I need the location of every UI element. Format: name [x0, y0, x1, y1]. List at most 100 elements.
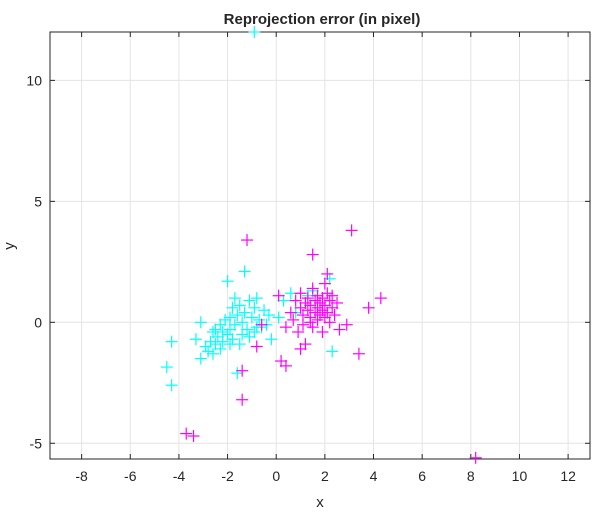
data-point-series-1 — [209, 338, 222, 351]
data-point-series-2 — [321, 267, 334, 280]
data-point-series-1 — [199, 340, 212, 353]
data-point-series-2 — [236, 393, 249, 406]
data-point-series-2 — [309, 306, 322, 319]
data-point-series-2 — [284, 306, 297, 319]
data-point-series-1 — [250, 292, 263, 305]
data-point-series-1 — [243, 294, 256, 307]
data-point-series-2 — [296, 309, 309, 322]
data-point-series-1 — [228, 292, 241, 305]
data-point-series-1 — [214, 318, 227, 331]
data-point-series-1 — [165, 379, 178, 392]
data-point-series-1 — [236, 316, 249, 329]
x-tick-label: 2 — [321, 468, 329, 484]
data-point-series-2 — [279, 359, 292, 372]
plot-frame — [49, 31, 591, 460]
data-point-series-1 — [209, 323, 222, 336]
data-point-series-2 — [314, 296, 326, 309]
data-point-series-2 — [294, 342, 307, 355]
data-point-series-1 — [224, 338, 236, 351]
data-point-series-2 — [272, 289, 285, 302]
data-point-series-2 — [321, 287, 334, 300]
data-point-series-2 — [314, 309, 326, 322]
data-point-series-2 — [318, 277, 331, 290]
data-point-series-1 — [224, 323, 236, 336]
data-point-series-1 — [238, 265, 251, 278]
data-point-series-2 — [340, 318, 353, 331]
data-point-series-1 — [165, 335, 178, 348]
data-point-series-2 — [294, 287, 307, 300]
y-axis-ticks: -5 0 5 10 — [26, 72, 590, 451]
y-tick-label: 10 — [26, 72, 42, 88]
data-point-series-1 — [272, 311, 285, 324]
data-point-series-2 — [304, 299, 317, 312]
data-point-series-1 — [231, 367, 244, 380]
data-point-series-2 — [299, 338, 312, 351]
data-point-series-2 — [301, 304, 314, 317]
data-point-series-2 — [304, 316, 317, 329]
data-point-series-2 — [374, 292, 387, 305]
data-point-series-2 — [311, 313, 324, 326]
data-point-series-1 — [189, 333, 202, 346]
data-point-series-1 — [248, 26, 261, 38]
data-point-series-1 — [236, 328, 249, 341]
data-point-series-1 — [231, 309, 244, 322]
data-point-series-2 — [241, 234, 254, 247]
data-point-series-1 — [245, 311, 258, 324]
data-point-series-2 — [250, 340, 263, 353]
data-point-series-2 — [316, 304, 329, 317]
data-point-series-1 — [221, 275, 234, 288]
data-point-series-1 — [211, 330, 224, 343]
data-point-series-2 — [301, 292, 314, 305]
data-point-series-1 — [204, 335, 217, 348]
data-point-series-1 — [194, 352, 207, 365]
x-tick-label: 10 — [512, 468, 528, 484]
data-point-series-2 — [469, 451, 482, 464]
data-point-series-2 — [287, 313, 300, 326]
x-tick-label: 8 — [467, 468, 475, 484]
data-point-series-2 — [309, 294, 322, 307]
data-point-series-2 — [328, 309, 341, 322]
data-point-series-2 — [306, 321, 319, 334]
data-point-series-1 — [216, 335, 229, 348]
data-point-series-1 — [326, 345, 339, 358]
chart-title: Reprojection error (in pixel) — [224, 11, 421, 28]
data-point-series-1 — [219, 313, 232, 326]
y-tick-label: 0 — [34, 314, 42, 330]
data-point-series-2 — [311, 301, 324, 314]
x-axis-ticks: -8 -6 -4 -2 0 2 4 6 8 10 12 — [75, 32, 576, 484]
data-point-series-2 — [311, 289, 324, 302]
data-point-series-1 — [248, 301, 261, 314]
data-point-series-1 — [277, 294, 290, 307]
data-point-series-2 — [331, 296, 344, 309]
data-points — [160, 26, 482, 464]
data-point-series-1 — [226, 333, 239, 346]
y-tick-label: 5 — [34, 193, 42, 209]
x-tick-label: 4 — [370, 468, 378, 484]
data-point-series-2 — [345, 224, 358, 237]
x-tick-label: -6 — [124, 468, 137, 484]
data-point-series-2 — [326, 289, 339, 302]
data-point-series-1 — [224, 311, 236, 324]
y-axis-label: y — [1, 242, 18, 250]
data-point-series-2 — [323, 316, 336, 329]
x-tick-label: -4 — [173, 468, 186, 484]
data-point-series-2 — [292, 325, 305, 338]
data-point-series-2 — [275, 355, 288, 368]
x-axis-label: x — [316, 494, 324, 511]
data-point-series-1 — [214, 342, 227, 355]
data-point-series-2 — [306, 282, 319, 295]
data-point-series-1 — [194, 316, 207, 329]
data-point-series-1 — [226, 301, 239, 314]
data-point-series-2 — [236, 364, 249, 377]
y-tick-label: -5 — [30, 435, 43, 451]
data-point-series-1 — [206, 347, 219, 360]
data-point-series-2 — [187, 430, 200, 443]
data-point-series-2 — [326, 301, 339, 314]
x-tick-label: -8 — [75, 468, 88, 484]
data-point-series-1 — [323, 272, 336, 285]
data-point-series-1 — [253, 313, 266, 326]
data-point-series-2 — [352, 347, 365, 360]
data-point-series-1 — [241, 323, 254, 336]
data-point-series-2 — [279, 321, 292, 334]
